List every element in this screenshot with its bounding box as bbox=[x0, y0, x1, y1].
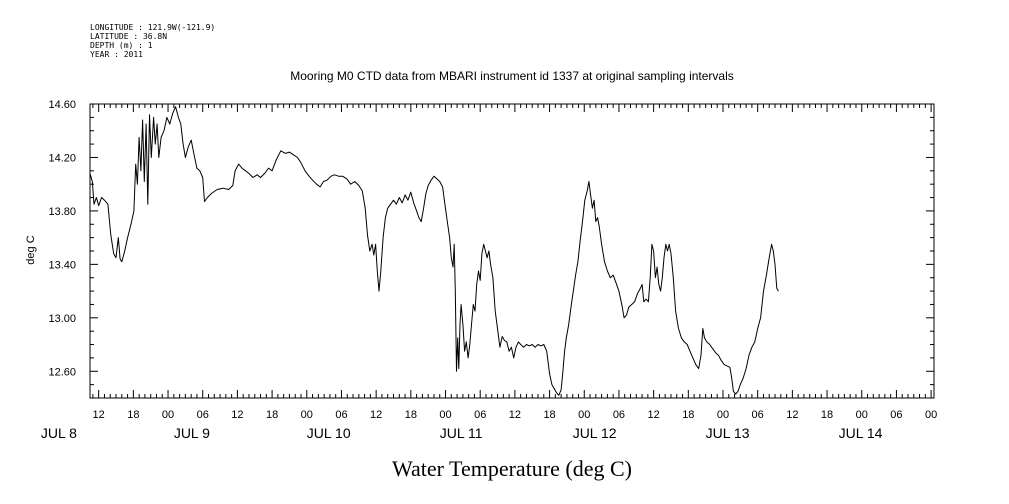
y-axis-label: deg C bbox=[25, 235, 37, 264]
x-tick-label: 00 bbox=[856, 409, 868, 421]
x-tick-label: 06 bbox=[474, 409, 486, 421]
x-tick-label: 00 bbox=[301, 409, 313, 421]
series-layer bbox=[89, 106, 779, 396]
y-axis-ticks: 12.60 13.00 13.40 13.80 14.20 14.60 bbox=[48, 99, 934, 399]
temperature-series-line bbox=[89, 106, 779, 396]
y-tick-label: 12.60 bbox=[48, 366, 76, 378]
x-axis-ticks: 12 18 00 06 12 18 00 06 12 18 00 06 12 18 00 06 12 18 00 06… bbox=[41, 104, 937, 441]
longitude-label: LONGITUDE : 121.9W(-121.9) bbox=[90, 23, 215, 32]
x-day-label: JUL 9 bbox=[174, 425, 210, 441]
y-tick-label: 13.80 bbox=[48, 206, 76, 218]
x-tick-label: 12 bbox=[648, 409, 660, 421]
x-tick-label: 12 bbox=[231, 409, 243, 421]
x-tick-label: 12 bbox=[370, 409, 382, 421]
x-tick-label: 12 bbox=[93, 409, 105, 421]
x-tick-label: 00 bbox=[439, 409, 451, 421]
x-tick-label: 00 bbox=[717, 409, 729, 421]
x-tick-label: 12 bbox=[509, 409, 521, 421]
y-tick-label: 14.60 bbox=[48, 99, 76, 111]
x-tick-label: 12 bbox=[786, 409, 798, 421]
metadata-header: LONGITUDE : 121.9W(-121.9) LATITUDE : 36… bbox=[90, 23, 215, 59]
x-tick-label: 00 bbox=[578, 409, 590, 421]
x-day-label: JUL 14 bbox=[839, 425, 883, 441]
x-day-label: JUL 10 bbox=[307, 425, 351, 441]
x-tick-label: 06 bbox=[335, 409, 347, 421]
x-tick-label: 18 bbox=[405, 409, 417, 421]
x-tick-label: 18 bbox=[127, 409, 139, 421]
x-day-label: JUL 13 bbox=[706, 425, 750, 441]
depth-label: DEPTH (m) : 1 bbox=[90, 41, 153, 50]
chart-title: Mooring M0 CTD data from MBARI instrumen… bbox=[290, 69, 734, 83]
x-tick-label: 18 bbox=[266, 409, 278, 421]
x-day-label: JUL 11 bbox=[440, 425, 483, 441]
x-tick-label: 00 bbox=[162, 409, 174, 421]
x-tick-label: 06 bbox=[752, 409, 764, 421]
year-label: YEAR : 2011 bbox=[90, 50, 143, 59]
x-tick-label: 00 bbox=[925, 409, 937, 421]
x-tick-label: 18 bbox=[682, 409, 694, 421]
latitude-label: LATITUDE : 36.8N bbox=[90, 32, 167, 41]
x-tick-label: 18 bbox=[543, 409, 555, 421]
y-tick-label: 14.20 bbox=[48, 152, 76, 164]
y-tick-label: 13.40 bbox=[48, 259, 76, 271]
plot-frame bbox=[89, 103, 935, 399]
x-day-label: JUL 12 bbox=[573, 425, 617, 441]
x-tick-label: 06 bbox=[613, 409, 625, 421]
x-axis-label: Water Temperature (deg C) bbox=[392, 456, 632, 481]
x-tick-label: 18 bbox=[821, 409, 833, 421]
x-day-label: JUL 8 bbox=[41, 425, 77, 441]
y-tick-label: 13.00 bbox=[48, 313, 76, 325]
x-tick-label: 06 bbox=[890, 409, 902, 421]
x-tick-label: 06 bbox=[197, 409, 209, 421]
